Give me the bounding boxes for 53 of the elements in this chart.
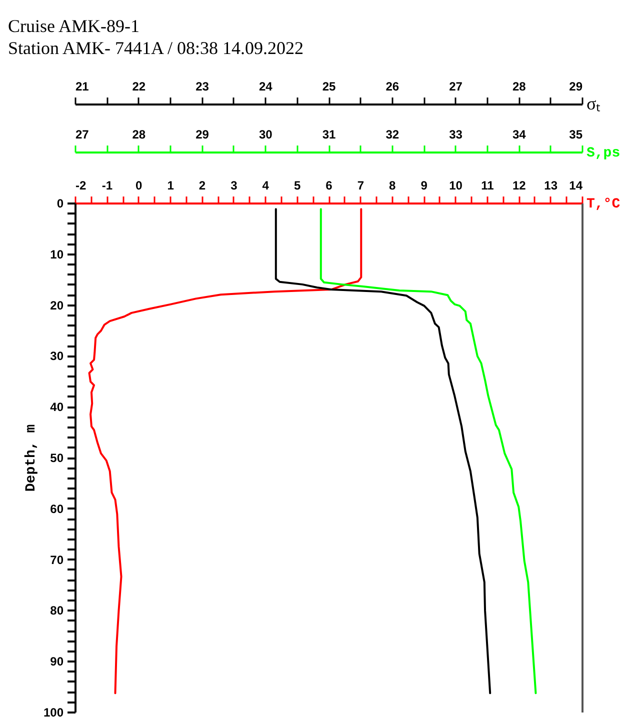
x-tick-label: 7 xyxy=(357,178,364,192)
x-tick-label: -2 xyxy=(76,178,86,192)
y-tick-label: 50 xyxy=(50,451,64,465)
chart-subtitle: Station AMK- 7441A / 08:38 14.09.2022 xyxy=(8,38,304,58)
y-tick-label: 80 xyxy=(50,604,64,618)
chart-title: Cruise AMK-89-1 xyxy=(8,16,140,36)
x-tick-label: 14 xyxy=(569,178,583,192)
x2-tick-label: 32 xyxy=(386,128,400,142)
x2-tick-label: 30 xyxy=(258,128,273,142)
x-tick-label: 11 xyxy=(481,178,494,192)
x-tick-label: 29 xyxy=(569,80,583,94)
x-tick-label: 10 xyxy=(449,178,463,192)
x-tick-label: -1 xyxy=(102,178,113,192)
x-tick-label: 13 xyxy=(544,178,558,192)
x-tick-label: 23 xyxy=(196,80,210,94)
x-tick-label: 5 xyxy=(294,178,301,192)
x-tick-label: 25 xyxy=(322,80,336,94)
y-tick-label: 70 xyxy=(50,552,64,567)
y-tick-label: 40 xyxy=(50,400,64,414)
x-tick-label: 0 xyxy=(136,178,143,192)
x2-tick-label: 28 xyxy=(132,128,146,142)
x-tick-label: 26 xyxy=(386,80,400,94)
x-tick-label: 4 xyxy=(262,178,270,192)
x-tick-label: 21 xyxy=(76,80,90,94)
y-tick-label: 100 xyxy=(43,706,64,717)
x2-tick-label: 34 xyxy=(512,128,526,142)
y-tick-label: 10 xyxy=(50,247,64,262)
x-tick-label: 24 xyxy=(258,80,273,94)
line-series xyxy=(88,208,362,694)
x-tick-label: 12 xyxy=(512,178,526,192)
x2-tick-label: 33 xyxy=(449,128,463,142)
x2-tick-label: 27 xyxy=(76,128,90,142)
x-tick-label: 3 xyxy=(230,178,238,192)
x-tick-label: 2 xyxy=(198,178,206,192)
x-axis-title: σₜ xyxy=(586,94,600,114)
x-tick-label: 22 xyxy=(132,80,146,94)
y-tick-label: 90 xyxy=(50,654,64,669)
y-tick-label: 20 xyxy=(50,298,64,312)
y-tick-label: 60 xyxy=(50,502,64,516)
x-tick-label: 1 xyxy=(167,178,174,192)
x-tick-label: 6 xyxy=(326,178,333,192)
y-axis-title: Depth, m xyxy=(23,424,40,492)
x-tick-label: 9 xyxy=(420,178,428,192)
x2-tick-label: 35 xyxy=(569,128,583,142)
y-tick-label: 0 xyxy=(56,196,64,210)
x-tick-label: 28 xyxy=(512,80,526,94)
x-tick-label: 8 xyxy=(389,178,396,192)
x-tick-label: 27 xyxy=(449,80,463,94)
x2-axis-title: S,ps xyxy=(586,146,620,162)
y-tick-label: 30 xyxy=(50,349,64,364)
x2-tick-label: 29 xyxy=(196,128,210,142)
x-axis-title: T,°C xyxy=(586,196,621,212)
x2-tick-label: 31 xyxy=(322,128,336,142)
